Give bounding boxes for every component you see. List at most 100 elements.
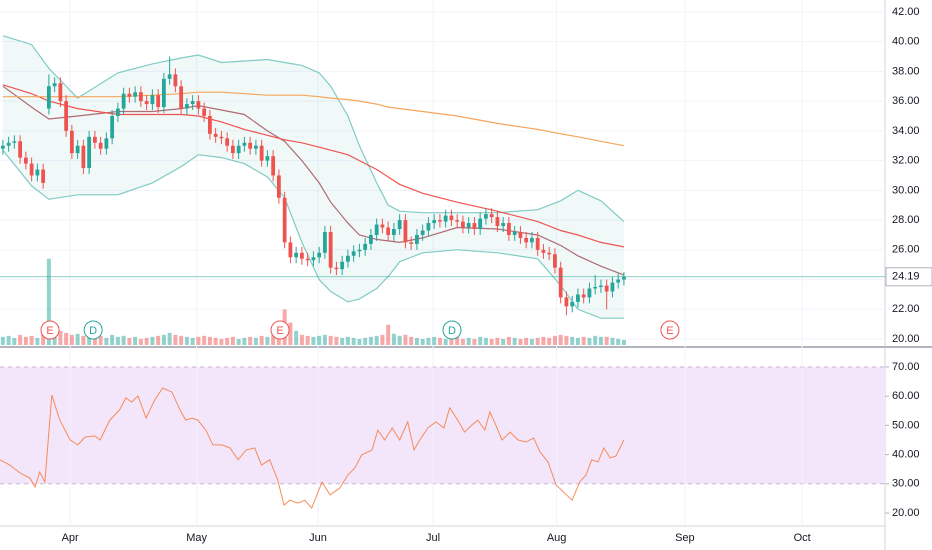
volume-bar <box>179 335 184 345</box>
volume-bar <box>92 336 97 345</box>
candle-body <box>311 257 316 261</box>
y-tick-label: 22.00 <box>892 303 920 315</box>
candle-body <box>69 130 74 154</box>
event-marker <box>660 320 680 340</box>
volume-bar <box>110 334 115 345</box>
candle-body <box>328 231 333 268</box>
volume-bar <box>196 336 201 345</box>
volume-bar <box>443 338 448 345</box>
volume-bar <box>472 338 477 345</box>
volume-bar <box>598 336 603 345</box>
candle-body <box>409 242 414 244</box>
candle-body <box>156 95 161 108</box>
volume-bar <box>351 337 356 345</box>
candle-body <box>236 145 241 154</box>
candle-body <box>18 141 23 158</box>
volume-bar <box>299 334 304 345</box>
volume-bar <box>432 336 437 345</box>
event-label: D <box>448 325 456 337</box>
volume-bar <box>547 337 552 345</box>
volume-bar <box>621 339 626 345</box>
volume-bar <box>317 335 322 345</box>
volume-bar <box>253 337 258 345</box>
x-tick-label: Jun <box>309 532 327 544</box>
candle-body <box>495 217 500 227</box>
volume-bar <box>587 337 592 345</box>
x-tick-label: Aug <box>547 532 567 544</box>
volume-bar <box>127 337 132 345</box>
indicator-line <box>2 84 625 248</box>
volume-bar <box>184 336 189 345</box>
candle-body <box>242 142 247 146</box>
candle-body <box>581 294 586 298</box>
candle-body <box>29 163 34 176</box>
volume-bar <box>489 338 494 345</box>
candle-body <box>346 255 350 262</box>
candle-body <box>443 215 448 222</box>
volume-bar <box>0 336 5 345</box>
candle-body <box>518 231 523 238</box>
candle-body <box>466 223 471 228</box>
volume-bar <box>144 337 149 345</box>
candle-body <box>230 145 235 154</box>
volume-bar <box>616 338 621 345</box>
volume-bar <box>288 322 293 345</box>
candle-body <box>161 78 166 108</box>
volume-bar <box>173 334 178 345</box>
candle-body <box>52 83 57 87</box>
volume-bar <box>242 337 247 345</box>
candle-body <box>167 74 172 79</box>
candle-body <box>530 237 534 243</box>
candle-body <box>184 104 189 109</box>
volume-bar <box>575 337 580 345</box>
candle-body <box>288 242 293 258</box>
candle-body <box>363 243 368 250</box>
volume-bar <box>541 336 546 345</box>
y-tick-label: 32.00 <box>892 155 920 167</box>
candle-body <box>478 218 483 230</box>
volume-bar <box>564 335 569 345</box>
x-tick-label: Jul <box>426 532 440 544</box>
rsi-line <box>0 387 625 510</box>
candle-body <box>432 220 437 224</box>
volume-bar <box>535 337 540 345</box>
volume-bar <box>161 334 166 345</box>
candle-body <box>392 229 396 235</box>
candle-body <box>472 223 477 230</box>
volume-bar <box>150 336 155 345</box>
volume-bar <box>322 334 327 345</box>
candle-body <box>553 254 557 268</box>
candle-body <box>616 279 621 283</box>
candle-body <box>253 145 258 149</box>
volume-bar <box>138 338 143 345</box>
volume-bar <box>374 335 379 345</box>
candle-body <box>622 276 626 280</box>
volume-bar <box>380 334 385 345</box>
volume-bar <box>403 334 408 345</box>
candle-body <box>173 74 178 87</box>
volume-bar <box>29 335 34 345</box>
candle-body <box>610 282 615 292</box>
candle-body <box>0 145 5 149</box>
candle-body <box>420 230 425 235</box>
volume-bar <box>305 335 310 345</box>
volume-bar <box>236 338 241 345</box>
candle-body <box>282 197 287 243</box>
volume-bar <box>207 336 212 345</box>
volume-bar <box>12 337 17 345</box>
volume-bar <box>426 337 431 345</box>
candle-body <box>426 223 431 231</box>
indicator-line <box>2 85 625 276</box>
y-tick-label: 50.00 <box>892 419 920 431</box>
candle-body <box>570 301 575 307</box>
volume-bar <box>483 337 488 345</box>
volume-bar <box>18 334 23 345</box>
candle-body <box>587 288 592 298</box>
volume-bar <box>437 337 442 345</box>
candle-body <box>501 223 506 227</box>
candle-body <box>92 136 97 143</box>
volume-bar <box>156 335 161 345</box>
candle-body <box>484 214 488 219</box>
